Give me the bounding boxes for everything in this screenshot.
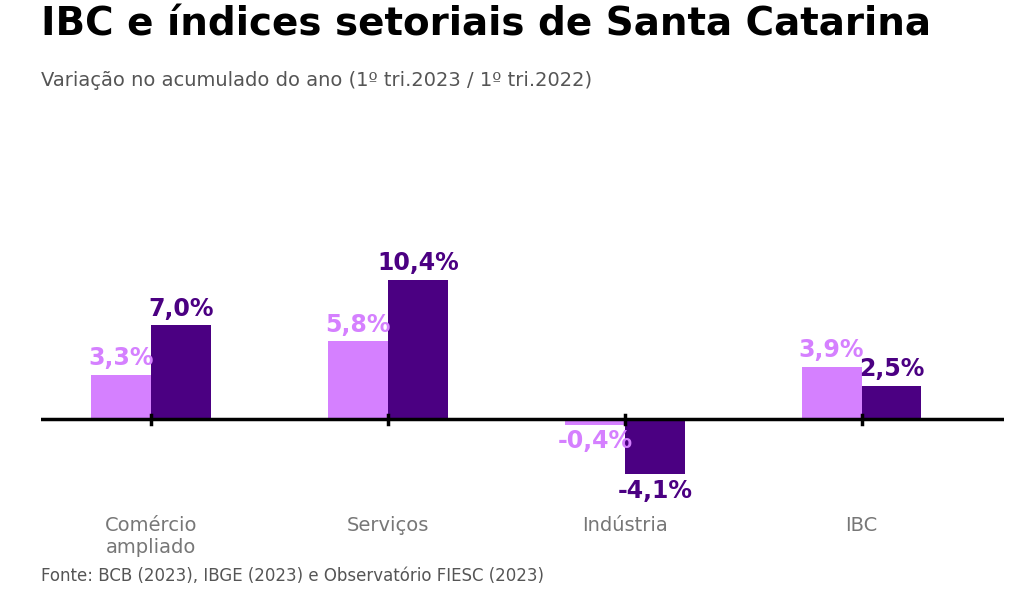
Bar bbox=[802, 367, 861, 420]
Text: -0,4%: -0,4% bbox=[557, 430, 633, 453]
Bar bbox=[328, 342, 388, 420]
Bar bbox=[625, 420, 685, 475]
Text: 10,4%: 10,4% bbox=[377, 251, 459, 275]
Text: Indústria: Indústria bbox=[582, 516, 668, 535]
Text: IBC e índices setoriais de Santa Catarina: IBC e índices setoriais de Santa Catarin… bbox=[41, 6, 931, 44]
Bar bbox=[91, 375, 152, 420]
Text: IBC: IBC bbox=[846, 516, 878, 535]
Bar bbox=[152, 325, 211, 420]
Bar bbox=[861, 386, 922, 420]
Bar bbox=[388, 280, 449, 420]
Text: 2,5%: 2,5% bbox=[859, 357, 925, 381]
Text: 3,3%: 3,3% bbox=[89, 346, 155, 371]
Text: Variação no acumulado do ano (1º tri.2023 / 1º tri.2022): Variação no acumulado do ano (1º tri.202… bbox=[41, 71, 592, 90]
Text: 7,0%: 7,0% bbox=[148, 297, 214, 320]
Text: 3,9%: 3,9% bbox=[799, 338, 864, 362]
Text: -4,1%: -4,1% bbox=[617, 479, 692, 503]
Text: Comércio
ampliado: Comércio ampliado bbox=[105, 516, 198, 557]
Bar bbox=[565, 420, 625, 425]
Text: 5,8%: 5,8% bbox=[326, 313, 391, 337]
Text: Serviços: Serviços bbox=[347, 516, 429, 535]
Text: Fonte: BCB (2023), IBGE (2023) e Observatório FIESC (2023): Fonte: BCB (2023), IBGE (2023) e Observa… bbox=[41, 567, 544, 585]
